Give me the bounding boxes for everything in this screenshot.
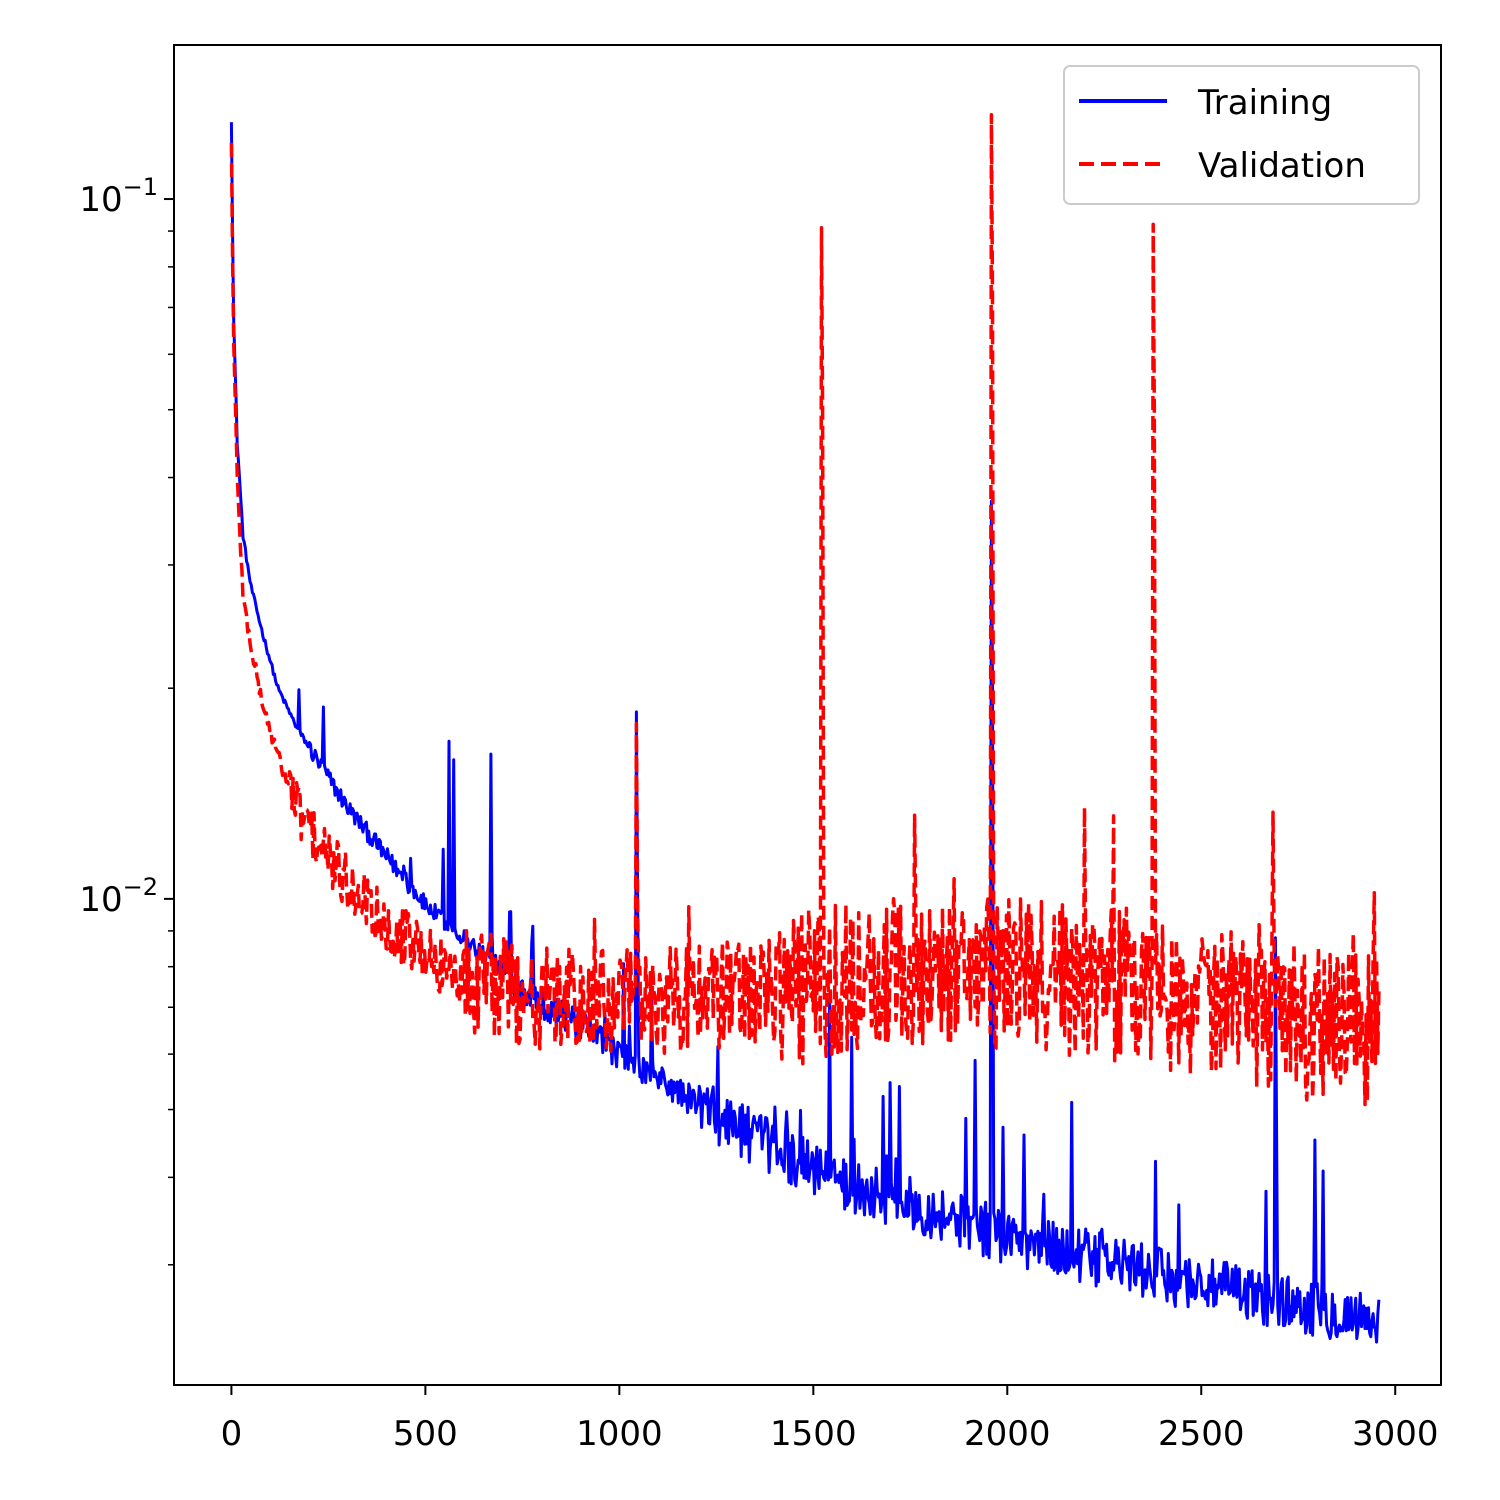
legend-training-label: Training <box>1197 83 1332 123</box>
training-series-line <box>229 122 1381 1344</box>
x-tick-label: 1500 <box>770 1414 857 1454</box>
x-tick-label: 500 <box>393 1414 458 1454</box>
x-tick-label: 0 <box>221 1414 243 1454</box>
x-tick-label: 2500 <box>1158 1414 1245 1454</box>
series-layer <box>229 112 1381 1344</box>
validation-series-line <box>229 112 1381 1107</box>
x-tick-label: 3000 <box>1352 1414 1439 1454</box>
x-tick-label: 1000 <box>576 1414 663 1454</box>
y-tick-label: 10−1 <box>79 173 158 220</box>
plot-frame <box>173 44 1442 1386</box>
legend: Training Validation <box>1063 65 1420 205</box>
y-axis: 10−1 10−2 <box>79 173 174 1266</box>
x-axis: 0 500 1000 1500 2000 2500 3000 <box>221 1385 1439 1454</box>
plot-area <box>174 45 1441 1385</box>
legend-validation-label: Validation <box>1198 146 1366 186</box>
x-tick-label: 2000 <box>964 1414 1051 1454</box>
y-tick-label: 10−2 <box>79 873 158 920</box>
